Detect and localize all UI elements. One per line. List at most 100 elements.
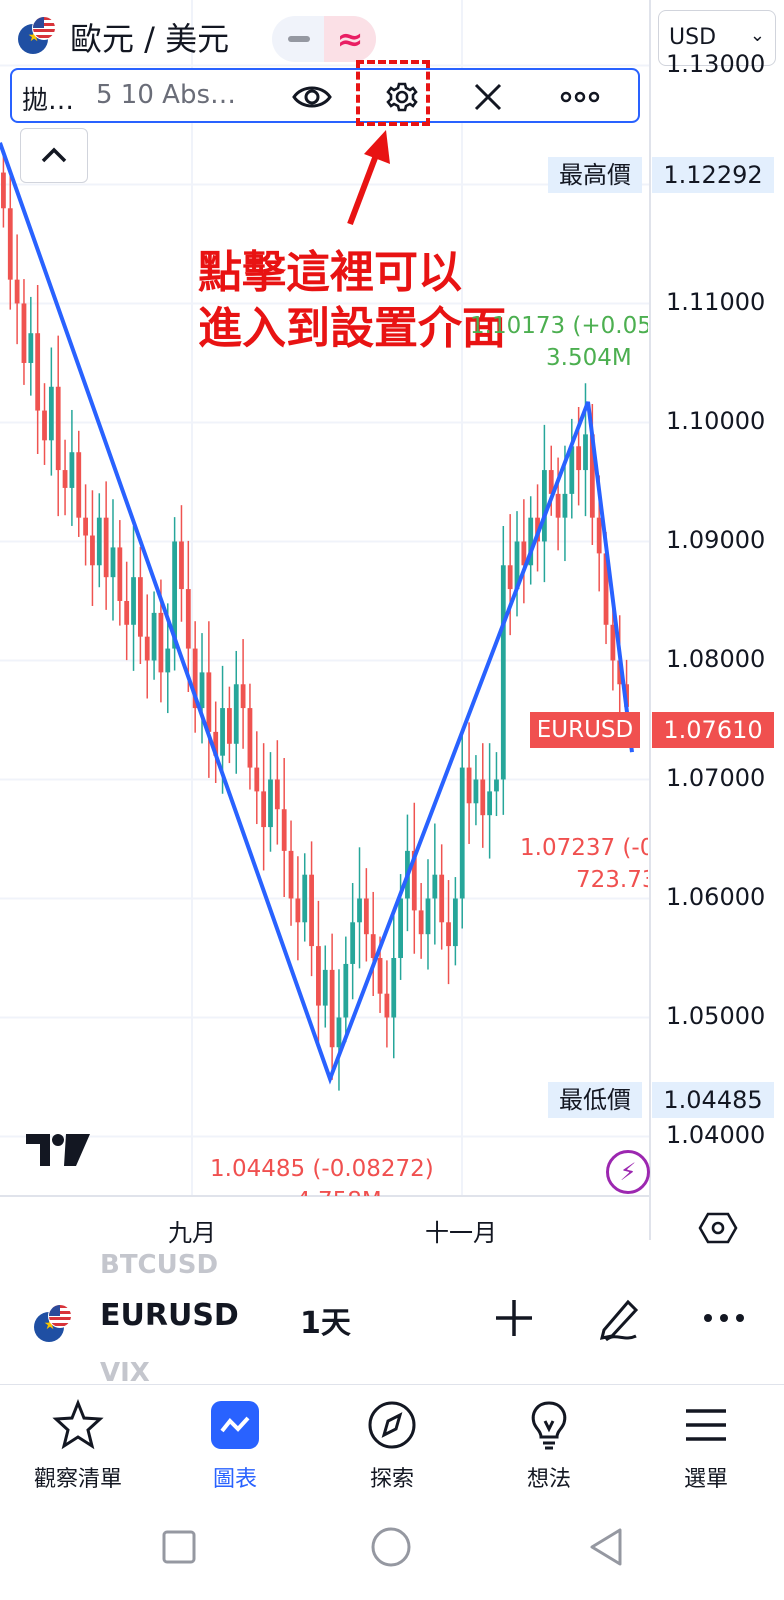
candle-body [370, 934, 376, 958]
eur-usd-flag-icon [34, 1304, 74, 1344]
candle-body [14, 279, 20, 304]
candle-body [28, 333, 34, 363]
indicator-params[interactable]: 5 10 Abs… [96, 80, 236, 110]
settings-highlight-box [356, 60, 430, 126]
candle-body [151, 612, 157, 661]
candle-body [603, 553, 609, 625]
candle-body [227, 708, 232, 744]
candle-body [192, 648, 198, 709]
chart-icon [211, 1401, 259, 1449]
android-system-bar [0, 1494, 784, 1600]
candle-body [117, 547, 123, 601]
recent-low-info: 1.07237 (-0 723.73 [520, 835, 648, 899]
lowest-point-info: 1.04485 (-0.08272) 4.758M [210, 1156, 450, 1196]
candle-body [583, 434, 588, 471]
lightbulb-icon [531, 1401, 567, 1450]
candle-body [83, 517, 88, 536]
price-chart[interactable] [0, 0, 784, 1240]
price-axis-label: 1.05000 [666, 1002, 766, 1031]
nav-ideas[interactable]: 想法 [479, 1399, 619, 1495]
ghost-symbol-above: BTCUSD [100, 1250, 219, 1274]
indicator-settings-button[interactable] [378, 74, 426, 120]
visibility-eye-button[interactable] [288, 74, 336, 120]
candle-body [466, 767, 472, 804]
price-axis-label: 1.07000 [666, 764, 766, 793]
candle-body [103, 517, 109, 578]
candle-body [247, 708, 253, 768]
candle-body [596, 517, 602, 554]
candle-body [425, 898, 431, 935]
back-icon[interactable] [582, 1522, 632, 1572]
indicator-legend-row[interactable]: 拋… 5 10 Abs… [10, 68, 640, 123]
candle-body [309, 874, 314, 947]
candle-body [172, 541, 178, 649]
candle-body [254, 767, 260, 792]
nav-label-chart: 圖表 [212, 1467, 257, 1492]
nav-chart[interactable]: 圖表 [165, 1399, 305, 1495]
nav-label-explore: 探索 [369, 1467, 414, 1492]
candle-body [384, 993, 390, 1018]
more-horizontal-icon [560, 91, 600, 103]
lightning-icon[interactable]: ⚡ [606, 1150, 650, 1194]
candle-body [343, 963, 349, 1018]
currency-value: USD [669, 25, 717, 50]
candle-body [439, 874, 445, 923]
nav-explore[interactable]: 探索 [322, 1399, 462, 1495]
candle-body [363, 898, 369, 935]
eye-icon [292, 86, 332, 108]
candle-body [268, 779, 273, 828]
minus-icon[interactable] [288, 36, 310, 42]
candle-body [69, 452, 75, 488]
nav-label-watchlist: 觀察清單 [33, 1467, 122, 1492]
candle-body [357, 898, 362, 923]
symbol-title[interactable]: 歐元 / 美元 [70, 20, 230, 58]
approx-icon[interactable]: ≈ [324, 16, 376, 62]
collapse-legend-button[interactable] [20, 128, 88, 183]
interval-selector[interactable]: 1天 [300, 1306, 351, 1341]
candle-body [446, 922, 451, 947]
candle-body [473, 779, 479, 804]
candle-body [288, 850, 294, 899]
time-axis-label-nov: 十一月 [425, 1219, 497, 1247]
price-axis-label: 1.09000 [666, 526, 766, 555]
recent-apps-icon[interactable] [154, 1522, 204, 1572]
chart-mode-toggle[interactable]: ≈ [272, 16, 376, 62]
candle-body [500, 565, 506, 780]
home-icon[interactable] [366, 1522, 416, 1572]
nav-menu[interactable]: 選單 [636, 1399, 776, 1495]
ghost-symbol-below: VIX [100, 1358, 150, 1382]
candle-body [336, 1017, 342, 1048]
candle-body [7, 208, 13, 280]
candle-body [452, 898, 458, 947]
price-axis-label: 1.13000 [666, 50, 766, 79]
add-button[interactable] [484, 1288, 544, 1348]
candle-body [589, 434, 595, 518]
price-axis-label: 1.06000 [666, 883, 766, 912]
eur-usd-flag-icon [18, 16, 58, 56]
drawing-tools-button[interactable] [590, 1288, 650, 1348]
symbol-name[interactable]: EURUSD [100, 1298, 239, 1333]
chart-settings-icon[interactable] [698, 1208, 738, 1248]
price-axis-label: 1.11000 [666, 288, 766, 317]
high-price-label: 最高價 [548, 157, 642, 193]
candle-body [507, 565, 513, 590]
candle-body [90, 535, 95, 566]
candle-body [233, 684, 239, 744]
candle-body [322, 969, 328, 1006]
indicator-name[interactable]: 拋… [22, 86, 75, 116]
candle-body [110, 547, 116, 578]
candle-body [165, 648, 171, 673]
more-menu-button[interactable] [694, 1288, 754, 1348]
candle-body [55, 386, 61, 471]
currency-select[interactable]: USD ⌄ [658, 10, 776, 66]
more-options-button[interactable] [556, 74, 604, 120]
nav-watchlist[interactable]: 觀察清單 [8, 1399, 148, 1495]
candle-body [521, 541, 527, 566]
time-axis-label-sep: 九月 [168, 1219, 216, 1247]
menu-icon [686, 1409, 726, 1441]
nav-label-menu: 選單 [683, 1467, 728, 1492]
low-price-label: 最低價 [548, 1082, 642, 1118]
candle-body [206, 672, 212, 732]
remove-indicator-button[interactable] [464, 74, 512, 120]
candle-body [124, 600, 130, 625]
